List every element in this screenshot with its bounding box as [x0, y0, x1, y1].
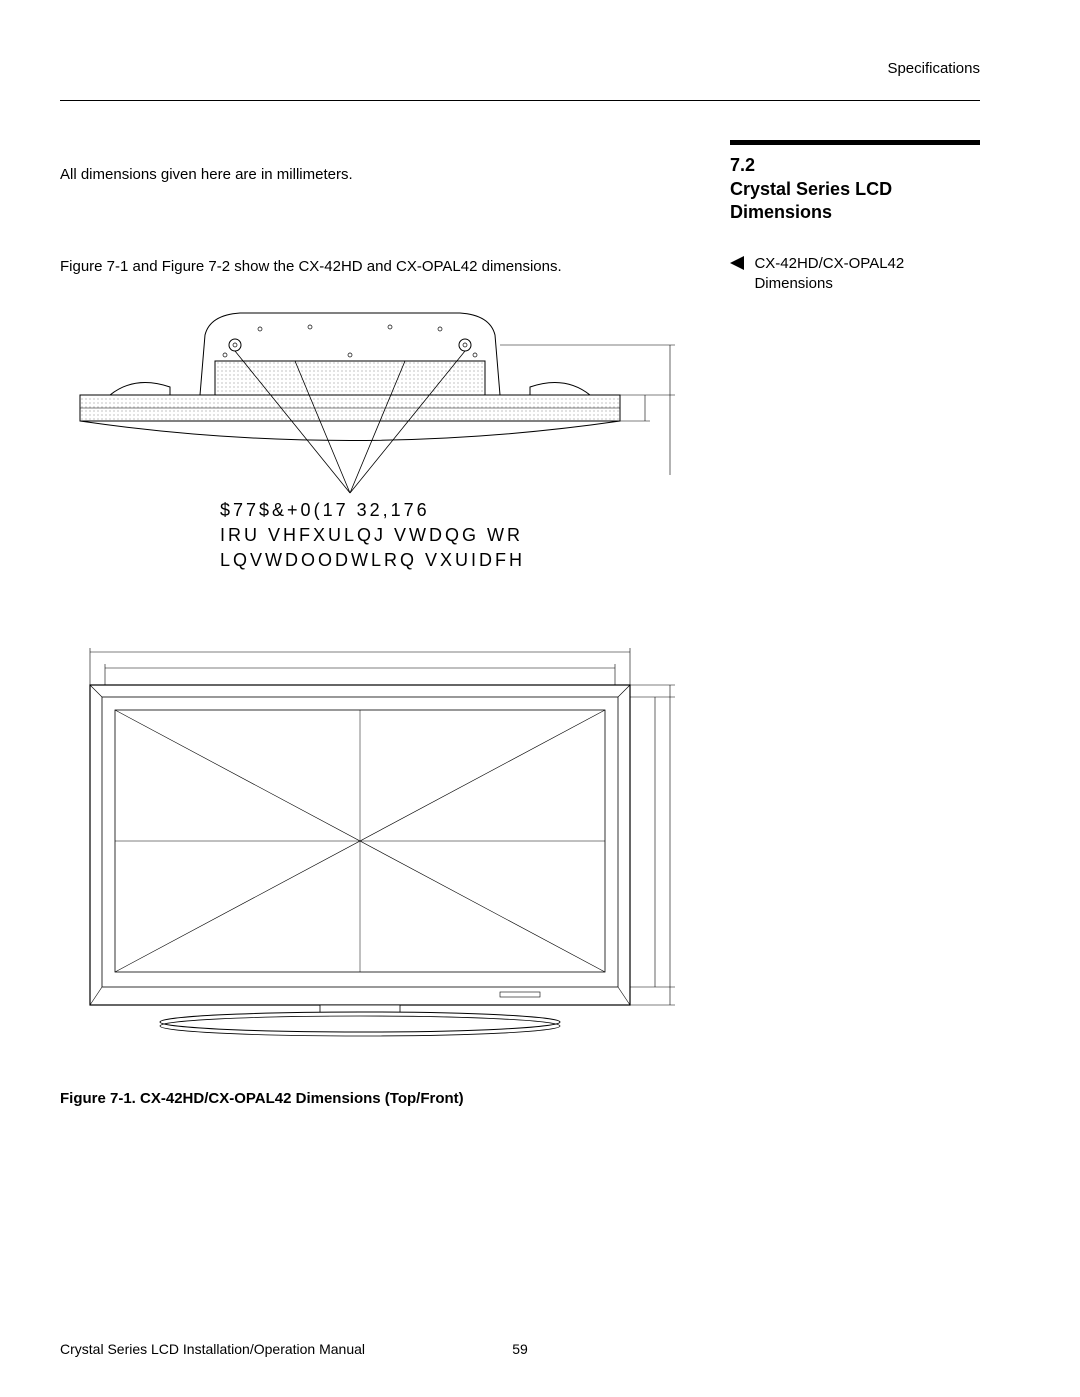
subsection-line2: Dimensions	[754, 275, 832, 292]
footer-page-number: 59	[512, 1341, 528, 1357]
section-title-line1: Crystal Series LCD	[730, 179, 892, 199]
attachment-label-block: $77$&+0(17 32,176 IRU VHFXULQJ VWDQG WR …	[220, 498, 525, 574]
attach-line1: $77$&+0(17 32,176	[220, 498, 525, 523]
top-view-diagram	[60, 305, 680, 495]
subsection-line1: CX-42HD/CX-OPAL42	[754, 255, 904, 272]
figure-reference-text: Figure 7-1 and Figure 7-2 show the CX-42…	[60, 258, 562, 275]
header-rule	[60, 100, 980, 101]
triangle-left-icon	[730, 256, 744, 275]
footer: Crystal Series LCD Installation/Operatio…	[60, 1341, 980, 1357]
figure-caption: Figure 7-1. CX-42HD/CX-OPAL42 Dimensions…	[60, 1090, 464, 1107]
subsection-block: CX-42HD/CX-OPAL42 Dimensions	[730, 254, 980, 293]
section-bar	[730, 140, 980, 145]
section-heading-block: 7.2 Crystal Series LCD Dimensions	[730, 140, 980, 223]
footer-title: Crystal Series LCD Installation/Operatio…	[60, 1341, 365, 1357]
header-specifications: Specifications	[887, 60, 980, 77]
front-view-diagram	[60, 640, 680, 1040]
intro-text: All dimensions given here are in millime…	[60, 166, 353, 183]
attach-line2: IRU VHFXULQJ VWDQG WR	[220, 523, 525, 548]
section-title-line2: Dimensions	[730, 202, 832, 222]
section-title: Crystal Series LCD Dimensions	[730, 178, 980, 223]
section-number: 7.2	[730, 155, 980, 176]
attach-line3: LQVWDOODWLRQ VXUIDFH	[220, 548, 525, 573]
